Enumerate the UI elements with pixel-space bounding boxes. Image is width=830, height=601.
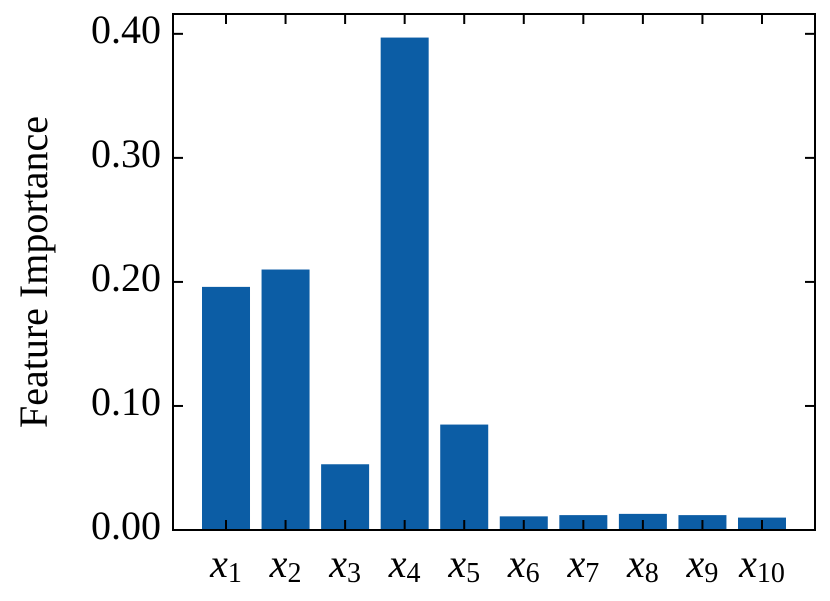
x-tick-sub: 3 <box>347 558 361 589</box>
bar <box>321 464 370 530</box>
x-tick-var: x <box>566 541 585 586</box>
x-tick-label: x8 <box>626 541 659 589</box>
y-tick-label: 0.40 <box>91 7 161 52</box>
x-tick-label: x1 <box>209 541 242 589</box>
x-tick-var: x <box>447 541 466 586</box>
bar <box>261 269 310 530</box>
x-tick-var: x <box>507 541 526 586</box>
y-axis-label: Feature Importance <box>11 116 56 428</box>
x-tick-label: x10 <box>738 541 785 589</box>
y-tick-label: 0.30 <box>91 131 161 176</box>
x-tick-sub: 1 <box>228 558 242 589</box>
bar <box>202 286 251 530</box>
x-tick-var: x <box>209 541 228 586</box>
x-tick-label: x3 <box>328 541 361 589</box>
x-tick-sub: 7 <box>585 558 599 589</box>
x-tick-label: x2 <box>269 541 302 589</box>
x-tick-label: x9 <box>686 541 719 589</box>
x-tick-var: x <box>328 541 347 586</box>
x-tick-var: x <box>269 541 288 586</box>
plot-frame <box>172 13 816 531</box>
x-tick-label: x6 <box>507 541 540 589</box>
x-tick-label: x5 <box>447 541 480 589</box>
x-tick-sub: 9 <box>704 558 718 589</box>
y-tick-label: 0.00 <box>91 503 161 548</box>
x-tick-var: x <box>738 541 757 586</box>
x-tick-sub: 5 <box>466 558 480 589</box>
x-tick-var: x <box>626 541 645 586</box>
x-tick-sub: 2 <box>287 558 301 589</box>
x-tick-var: x <box>388 541 407 586</box>
x-tick-sub: 6 <box>526 558 540 589</box>
bar <box>440 424 489 530</box>
x-tick-sub: 8 <box>645 558 659 589</box>
y-tick-label: 0.20 <box>91 255 161 300</box>
x-tick-sub: 4 <box>407 558 421 589</box>
y-tick-label: 0.10 <box>91 379 161 424</box>
x-tick-var: x <box>686 541 705 586</box>
x-tick-label: x7 <box>566 541 599 589</box>
bar <box>380 37 429 530</box>
x-tick-label: x4 <box>388 541 421 589</box>
x-tick-sub: 10 <box>757 558 785 589</box>
